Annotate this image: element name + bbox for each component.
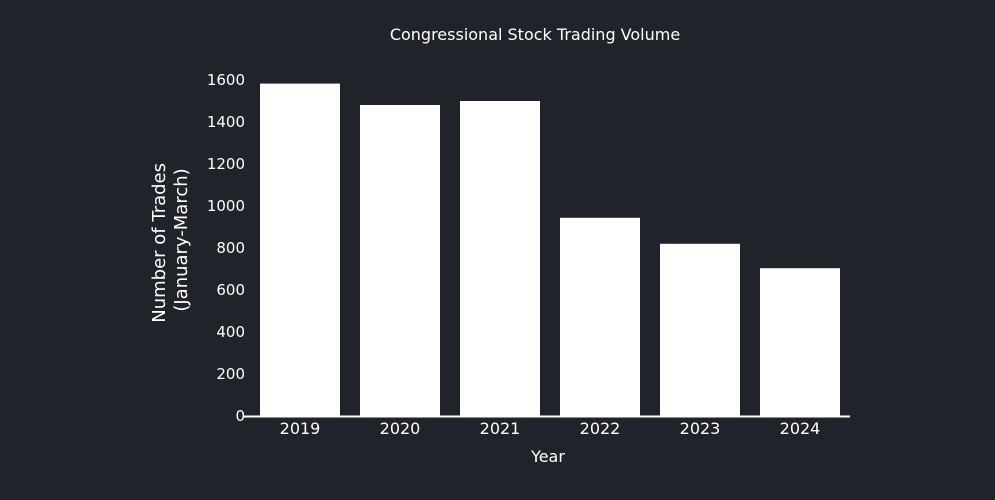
y-tick-label-1200: 1200: [207, 155, 245, 173]
x-tick-label-2019: 2019: [280, 419, 321, 438]
x-tick-label-2021: 2021: [480, 419, 521, 438]
bar-2024: [760, 268, 840, 416]
x-tick-label-2024: 2024: [780, 419, 821, 438]
y-axis-title-line-2: (January-March): [171, 168, 192, 311]
bars-group: [260, 83, 840, 416]
bar-2022: [560, 217, 640, 416]
x-tick-label-2023: 2023: [680, 419, 721, 438]
y-tick-label-1400: 1400: [207, 113, 245, 131]
bar-2019: [260, 83, 340, 416]
y-tick-label-600: 600: [216, 281, 245, 299]
chart-title: Congressional Stock Trading Volume: [390, 25, 680, 44]
x-axis-title: Year: [530, 447, 565, 466]
x-axis-ticks: 2019 2020 2021 2022 2023 2024: [280, 419, 821, 438]
bar-2020: [360, 105, 440, 416]
y-tick-label-400: 400: [216, 323, 245, 341]
y-axis-title-line-1: Number of Trades: [149, 163, 170, 323]
y-axis-ticks: 0 200 400 600 800 1000 1200 1400 1600: [207, 71, 245, 425]
x-tick-label-2022: 2022: [580, 419, 621, 438]
y-tick-label-1000: 1000: [207, 197, 245, 215]
y-tick-label-200: 200: [216, 365, 245, 383]
y-tick-label-0: 0: [235, 407, 245, 425]
bar-2023: [660, 243, 740, 416]
y-tick-label-1600: 1600: [207, 71, 245, 89]
x-tick-label-2020: 2020: [380, 419, 421, 438]
y-axis-title: Number of Trades (January-March): [149, 157, 192, 323]
bar-2021: [460, 101, 540, 416]
y-tick-label-800: 800: [216, 239, 245, 257]
